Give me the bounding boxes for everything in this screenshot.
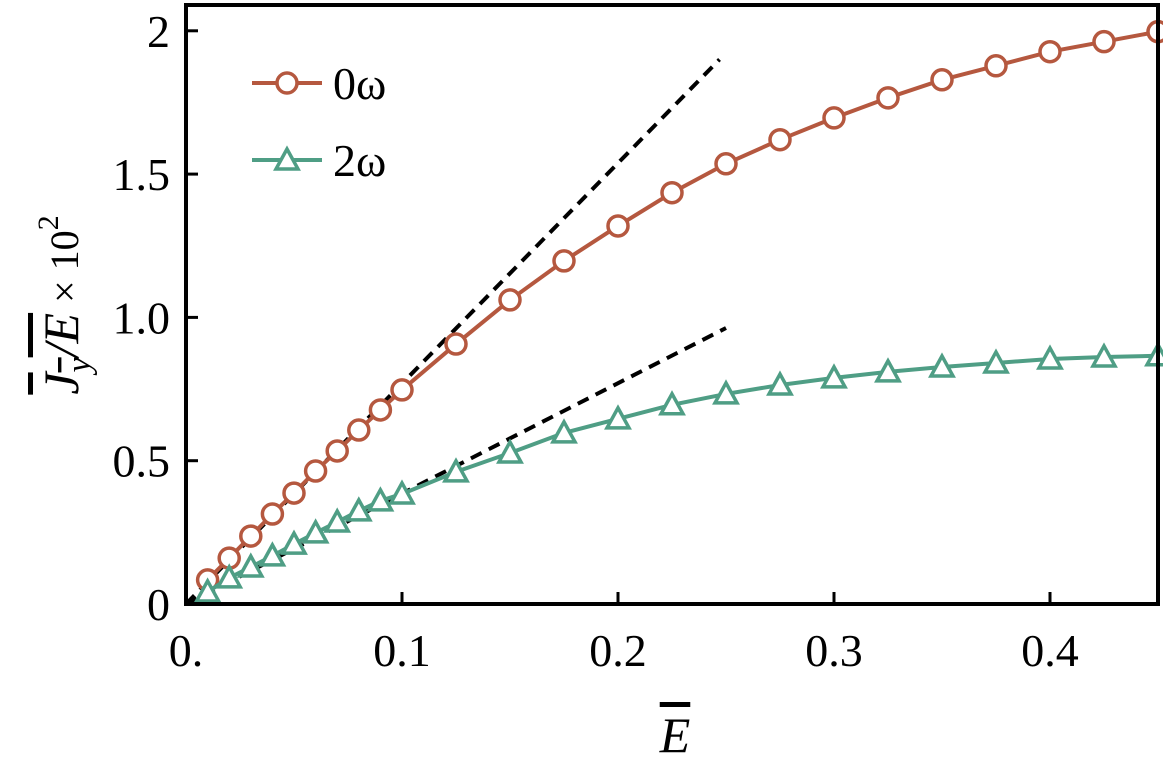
marker — [660, 180, 684, 205]
marker — [552, 249, 576, 273]
marker — [982, 348, 1010, 374]
marker — [876, 86, 900, 110]
legend-label: 0ω — [333, 58, 386, 109]
y-label-rest: /E — [33, 313, 89, 360]
y-axis-label: Jy/E × 102 — [32, 215, 98, 394]
marker — [604, 404, 632, 430]
marker — [236, 552, 265, 578]
marker — [303, 459, 328, 483]
y-label-sup: 2 — [32, 215, 65, 230]
x-tick-label: 0.1 — [373, 625, 431, 676]
y-label-main: J — [33, 370, 89, 395]
series-line — [206, 353, 1159, 594]
x-tick-label: 0. — [169, 625, 204, 676]
marker — [280, 529, 308, 555]
marker — [366, 486, 395, 512]
marker — [388, 479, 416, 505]
y-tick-label: 1.0 — [113, 292, 171, 343]
marker — [498, 288, 522, 312]
marker — [712, 379, 740, 405]
marker — [930, 68, 954, 92]
marker — [658, 390, 686, 416]
marker — [390, 378, 414, 402]
marker — [193, 577, 222, 603]
marker — [606, 214, 630, 238]
marker — [1092, 29, 1116, 54]
y-label-times: × 10 — [42, 230, 87, 313]
y-tick-label: 2 — [147, 6, 170, 57]
marker — [1146, 19, 1163, 44]
marker — [325, 439, 349, 463]
y-label-sub: y — [61, 356, 98, 375]
y-tick-label: 1.5 — [113, 149, 171, 200]
marker — [820, 363, 848, 389]
marker — [258, 541, 287, 567]
marker — [550, 418, 578, 444]
marker — [984, 54, 1008, 78]
series-line — [206, 29, 1159, 582]
marker — [282, 481, 306, 505]
marker — [928, 352, 956, 378]
marker — [444, 332, 468, 356]
x-axis-label: E — [659, 707, 691, 763]
y-tick-label: 0.5 — [113, 436, 171, 487]
marker — [323, 507, 352, 533]
legend-label: 2ω — [333, 135, 386, 186]
x-tick-label: 0.3 — [805, 625, 863, 676]
legend-marker — [273, 145, 301, 171]
marker — [344, 496, 373, 522]
marker — [301, 518, 330, 544]
marker — [347, 418, 371, 442]
marker — [766, 370, 794, 396]
marker — [260, 502, 285, 526]
marker — [215, 563, 244, 589]
x-tick-label: 0.4 — [1021, 625, 1079, 676]
marker — [714, 152, 738, 176]
marker — [368, 398, 393, 422]
marker — [1038, 39, 1062, 64]
marker — [874, 357, 902, 383]
y-tick-label: 0 — [147, 579, 170, 630]
marker — [768, 127, 792, 152]
marker — [496, 438, 524, 464]
marker — [1090, 342, 1118, 368]
marker — [822, 106, 846, 130]
marker — [1036, 344, 1064, 370]
marker — [442, 457, 470, 483]
x-tick-label: 0.2 — [589, 625, 647, 676]
marker — [239, 524, 263, 548]
legend-marker — [275, 71, 299, 95]
plot-frame — [184, 3, 1160, 606]
